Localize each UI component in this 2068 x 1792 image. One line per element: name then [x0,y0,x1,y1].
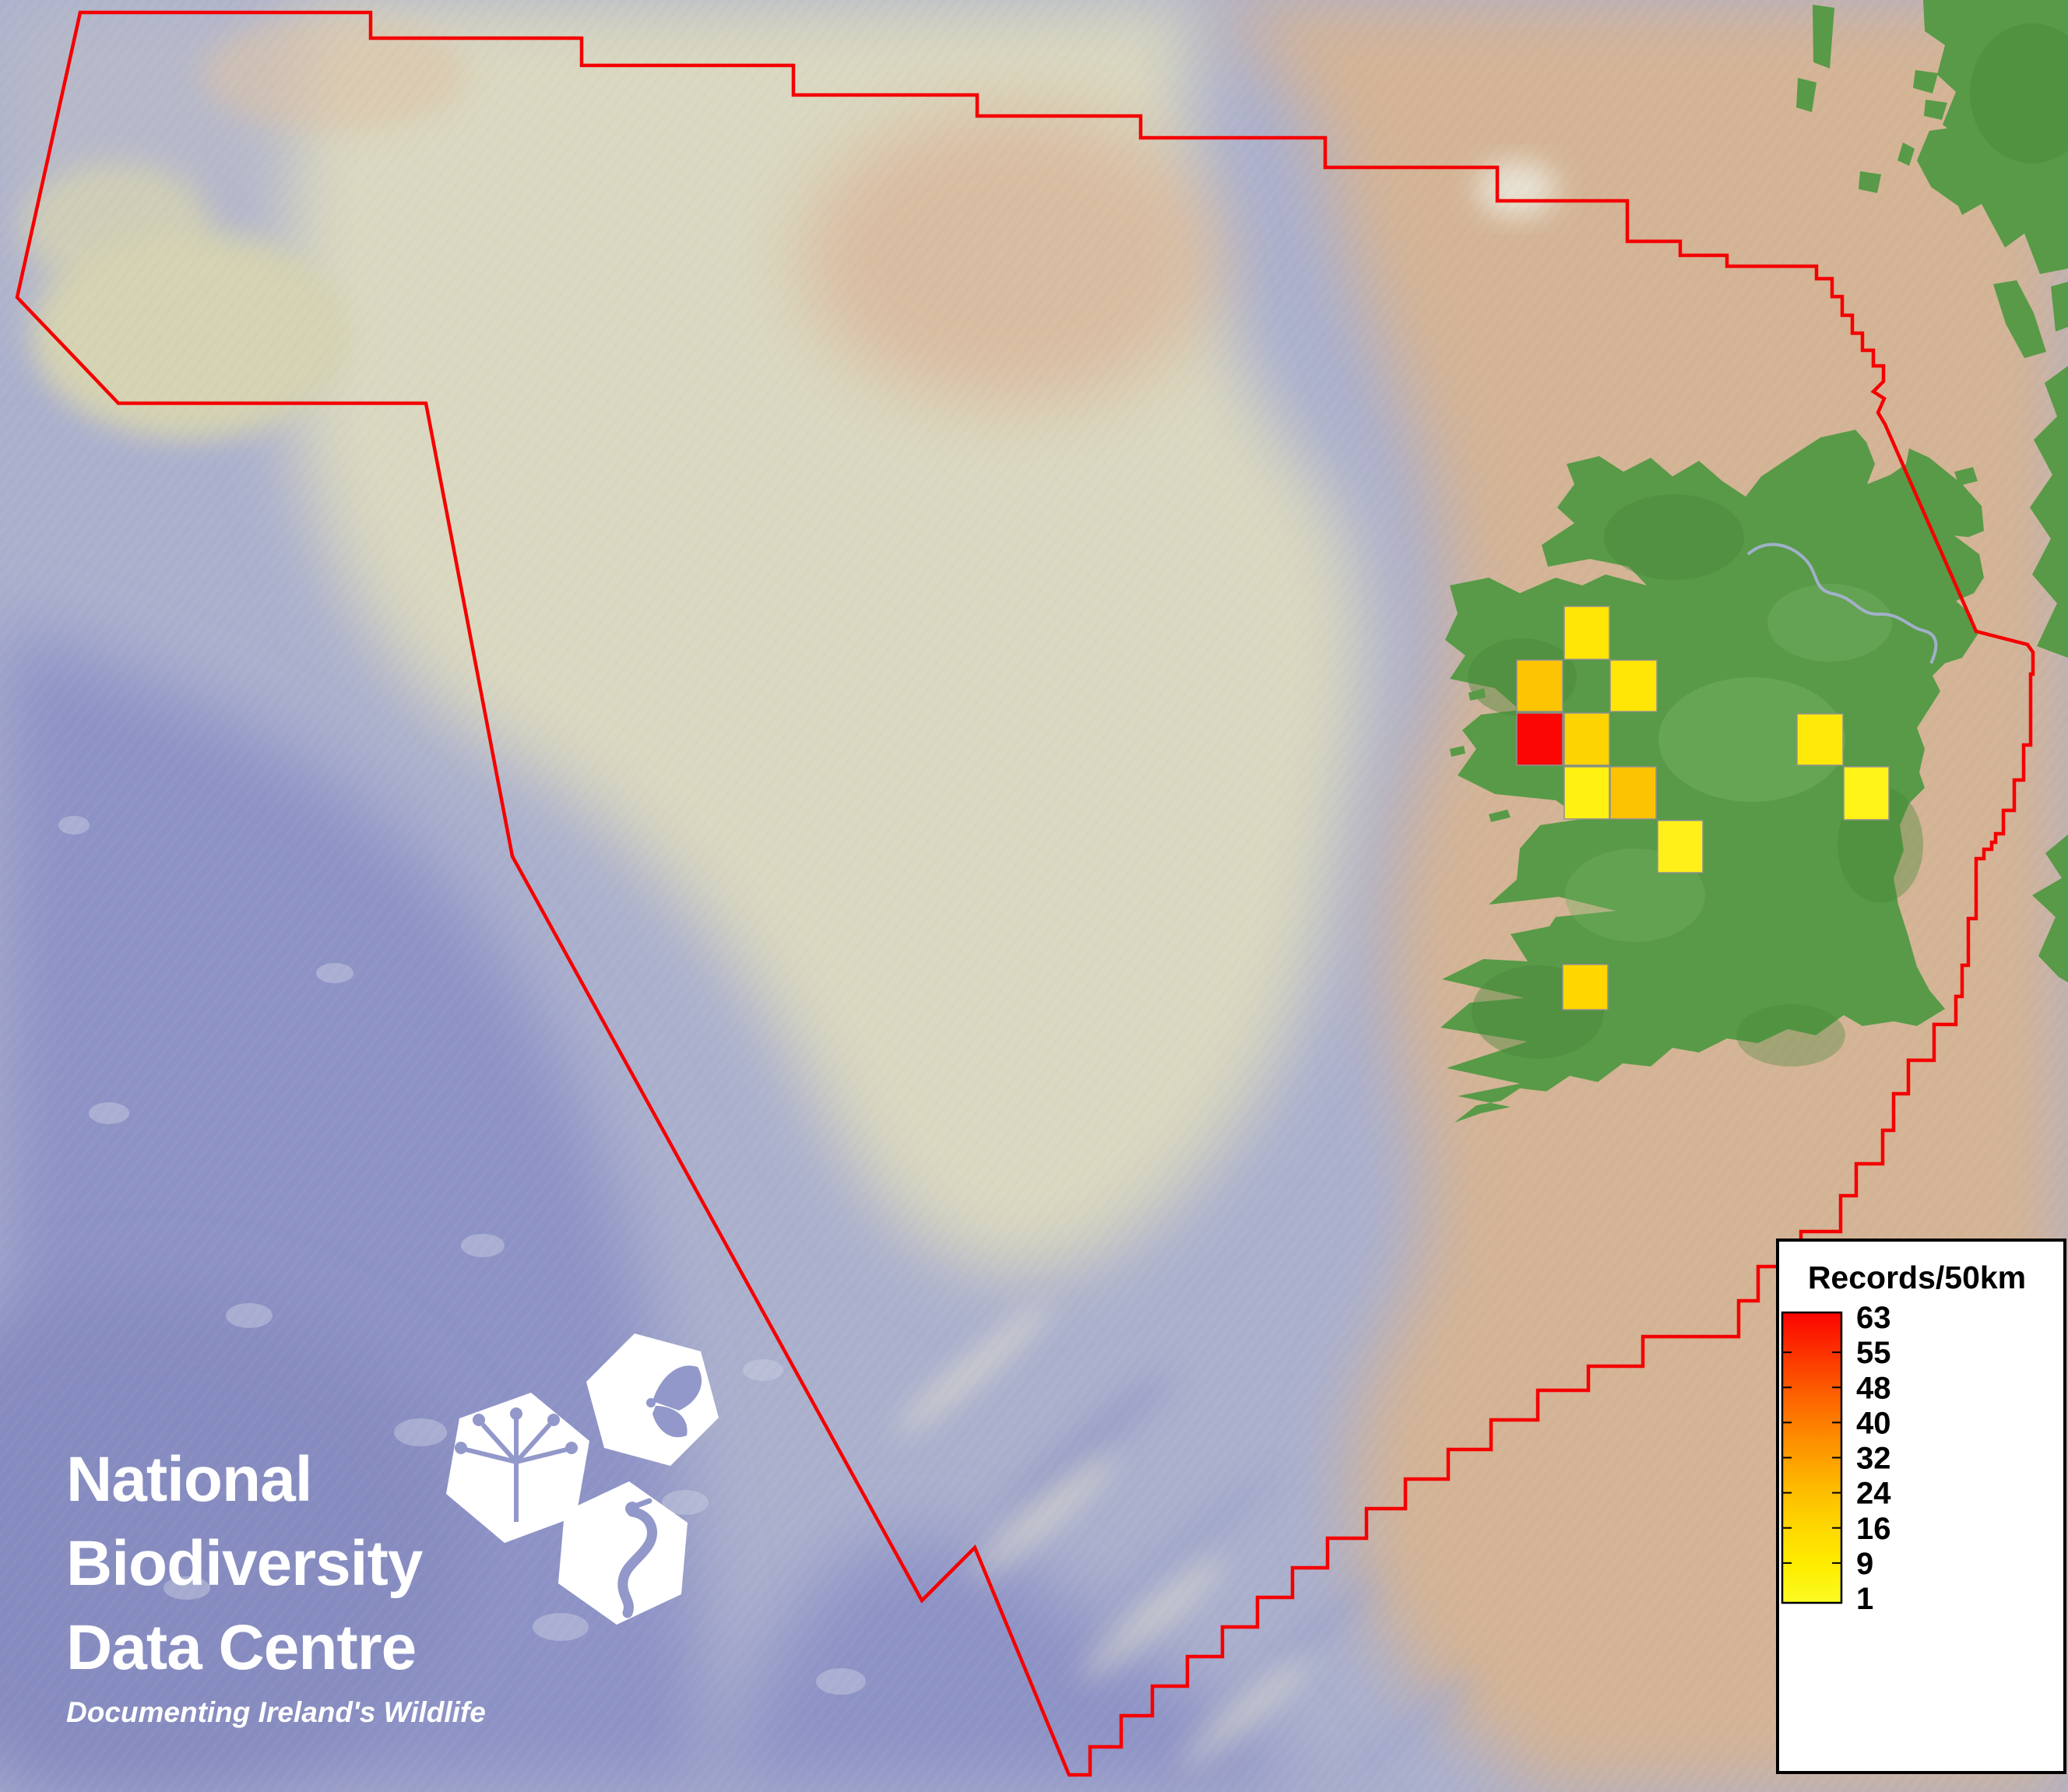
galloway-coast [2030,366,2068,658]
scotland-islands [1796,5,2068,486]
legend-tick-label: 40 [1856,1406,1891,1440]
scotland-relief-shading [1970,23,2068,163]
legend-tick-label: 32 [1856,1442,1891,1476]
ni-border-river [1746,543,1938,664]
grid-cell [1516,659,1563,712]
grid-cell [1563,606,1610,660]
scotland-landmass [1923,0,2068,274]
maritime-boundary-line [15,10,2035,1777]
logo-line-2: Biodiversity [66,1528,424,1599]
grid-cell [1609,659,1658,712]
legend-tick-label: 24 [1856,1477,1891,1511]
legend-title: Records/50km [1808,1260,2026,1295]
irish-islands [1450,688,1511,822]
wales-coast [2032,835,2068,982]
grid-cell [1563,766,1610,820]
grid-cell [1609,766,1657,820]
logo-line-1: National [66,1444,311,1515]
grid-cell [1516,712,1563,766]
landmasses [1440,0,2068,1123]
record-grid-cells [1516,606,1890,1010]
grid-cell [1796,713,1844,766]
seahorse-icon [617,1498,657,1618]
logo-line-3: Data Centre [66,1612,416,1683]
grid-cell [1843,766,1890,820]
legend-tick-label: 48 [1856,1371,1891,1405]
grid-cell [1563,712,1610,766]
grid-cell [1562,964,1609,1010]
legend-tick-label: 1 [1856,1582,1873,1616]
hexagon-seahorse [558,1481,688,1625]
legend-tick-label: 63 [1856,1301,1891,1335]
nbdc-logo: National Biodiversity Data Centre Docume… [66,1333,719,1728]
grid-cell [1657,820,1704,873]
legend-tick-label: 9 [1856,1547,1873,1581]
plant-icon [455,1407,578,1522]
legend-tick-label: 16 [1856,1512,1891,1546]
logo-tagline: Documenting Ireland's Wildlife [66,1696,486,1728]
legend-tick-label: 55 [1856,1336,1891,1370]
butterfly-icon [646,1365,702,1438]
